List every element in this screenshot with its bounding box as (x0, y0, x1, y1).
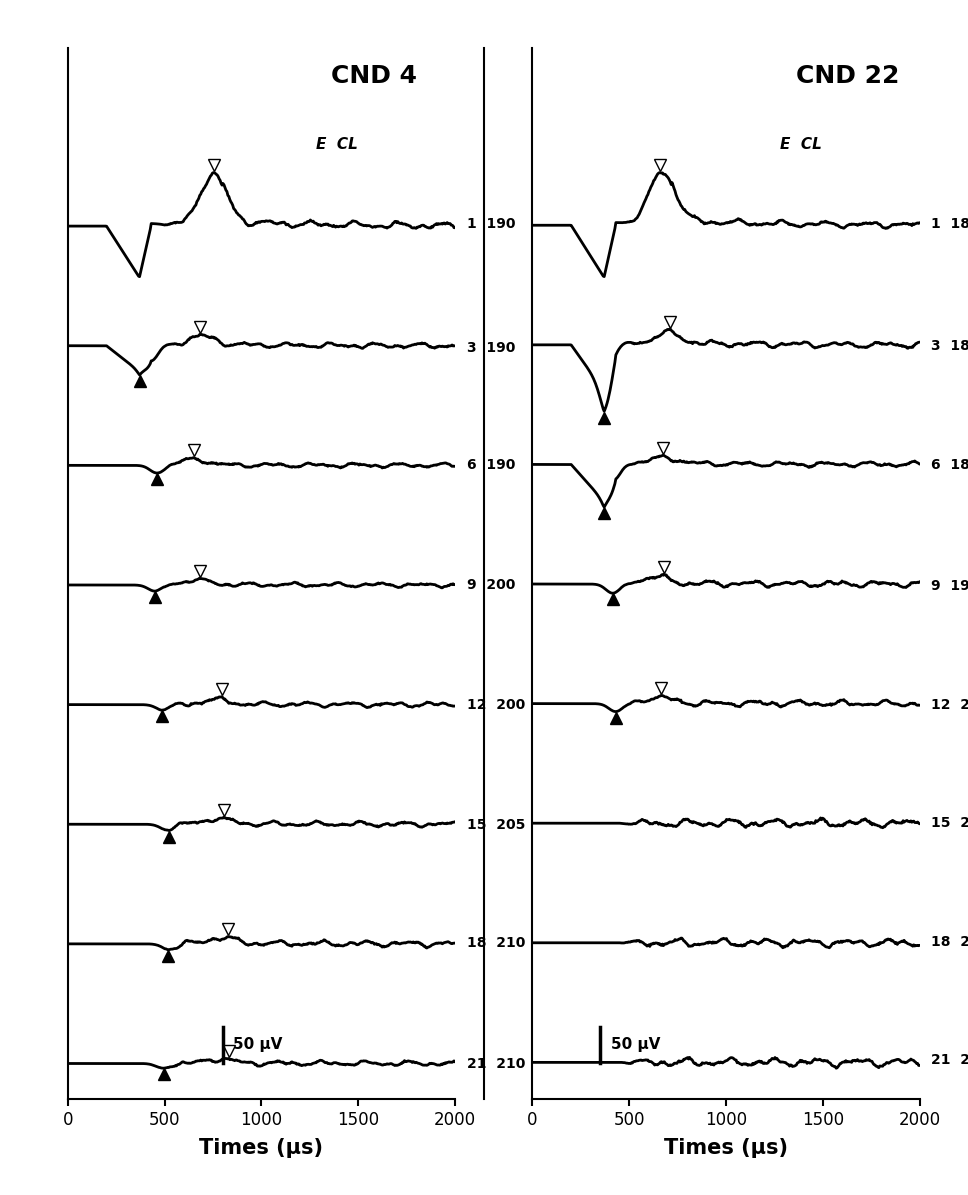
Text: 1  190: 1 190 (467, 217, 515, 232)
Text: 3  190: 3 190 (467, 341, 515, 355)
Text: 9  190: 9 190 (931, 580, 968, 593)
X-axis label: Times (μs): Times (μs) (664, 1138, 788, 1158)
Text: 15  205: 15 205 (467, 817, 525, 832)
Text: 50 μV: 50 μV (611, 1037, 660, 1053)
Text: 18  210: 18 210 (467, 937, 525, 950)
Text: 3  180: 3 180 (931, 338, 968, 353)
Text: E  CL: E CL (316, 137, 357, 152)
Text: 1  180: 1 180 (931, 217, 968, 231)
Text: 21  210: 21 210 (467, 1058, 525, 1071)
Text: 18  205: 18 205 (931, 934, 968, 949)
Text: 15  205: 15 205 (931, 816, 968, 829)
Text: 12  200: 12 200 (931, 698, 968, 712)
Text: 50 μV: 50 μV (233, 1037, 283, 1053)
Text: 6  180: 6 180 (931, 459, 968, 472)
Text: 6  190: 6 190 (467, 458, 515, 472)
Text: 9  200: 9 200 (467, 578, 515, 592)
Text: E  CL: E CL (780, 137, 822, 152)
Text: 21  210: 21 210 (931, 1054, 968, 1067)
Text: CND 22: CND 22 (796, 63, 899, 87)
Text: 12  200: 12 200 (467, 698, 525, 711)
X-axis label: Times (μs): Times (μs) (199, 1138, 323, 1158)
Text: CND 4: CND 4 (331, 63, 417, 87)
